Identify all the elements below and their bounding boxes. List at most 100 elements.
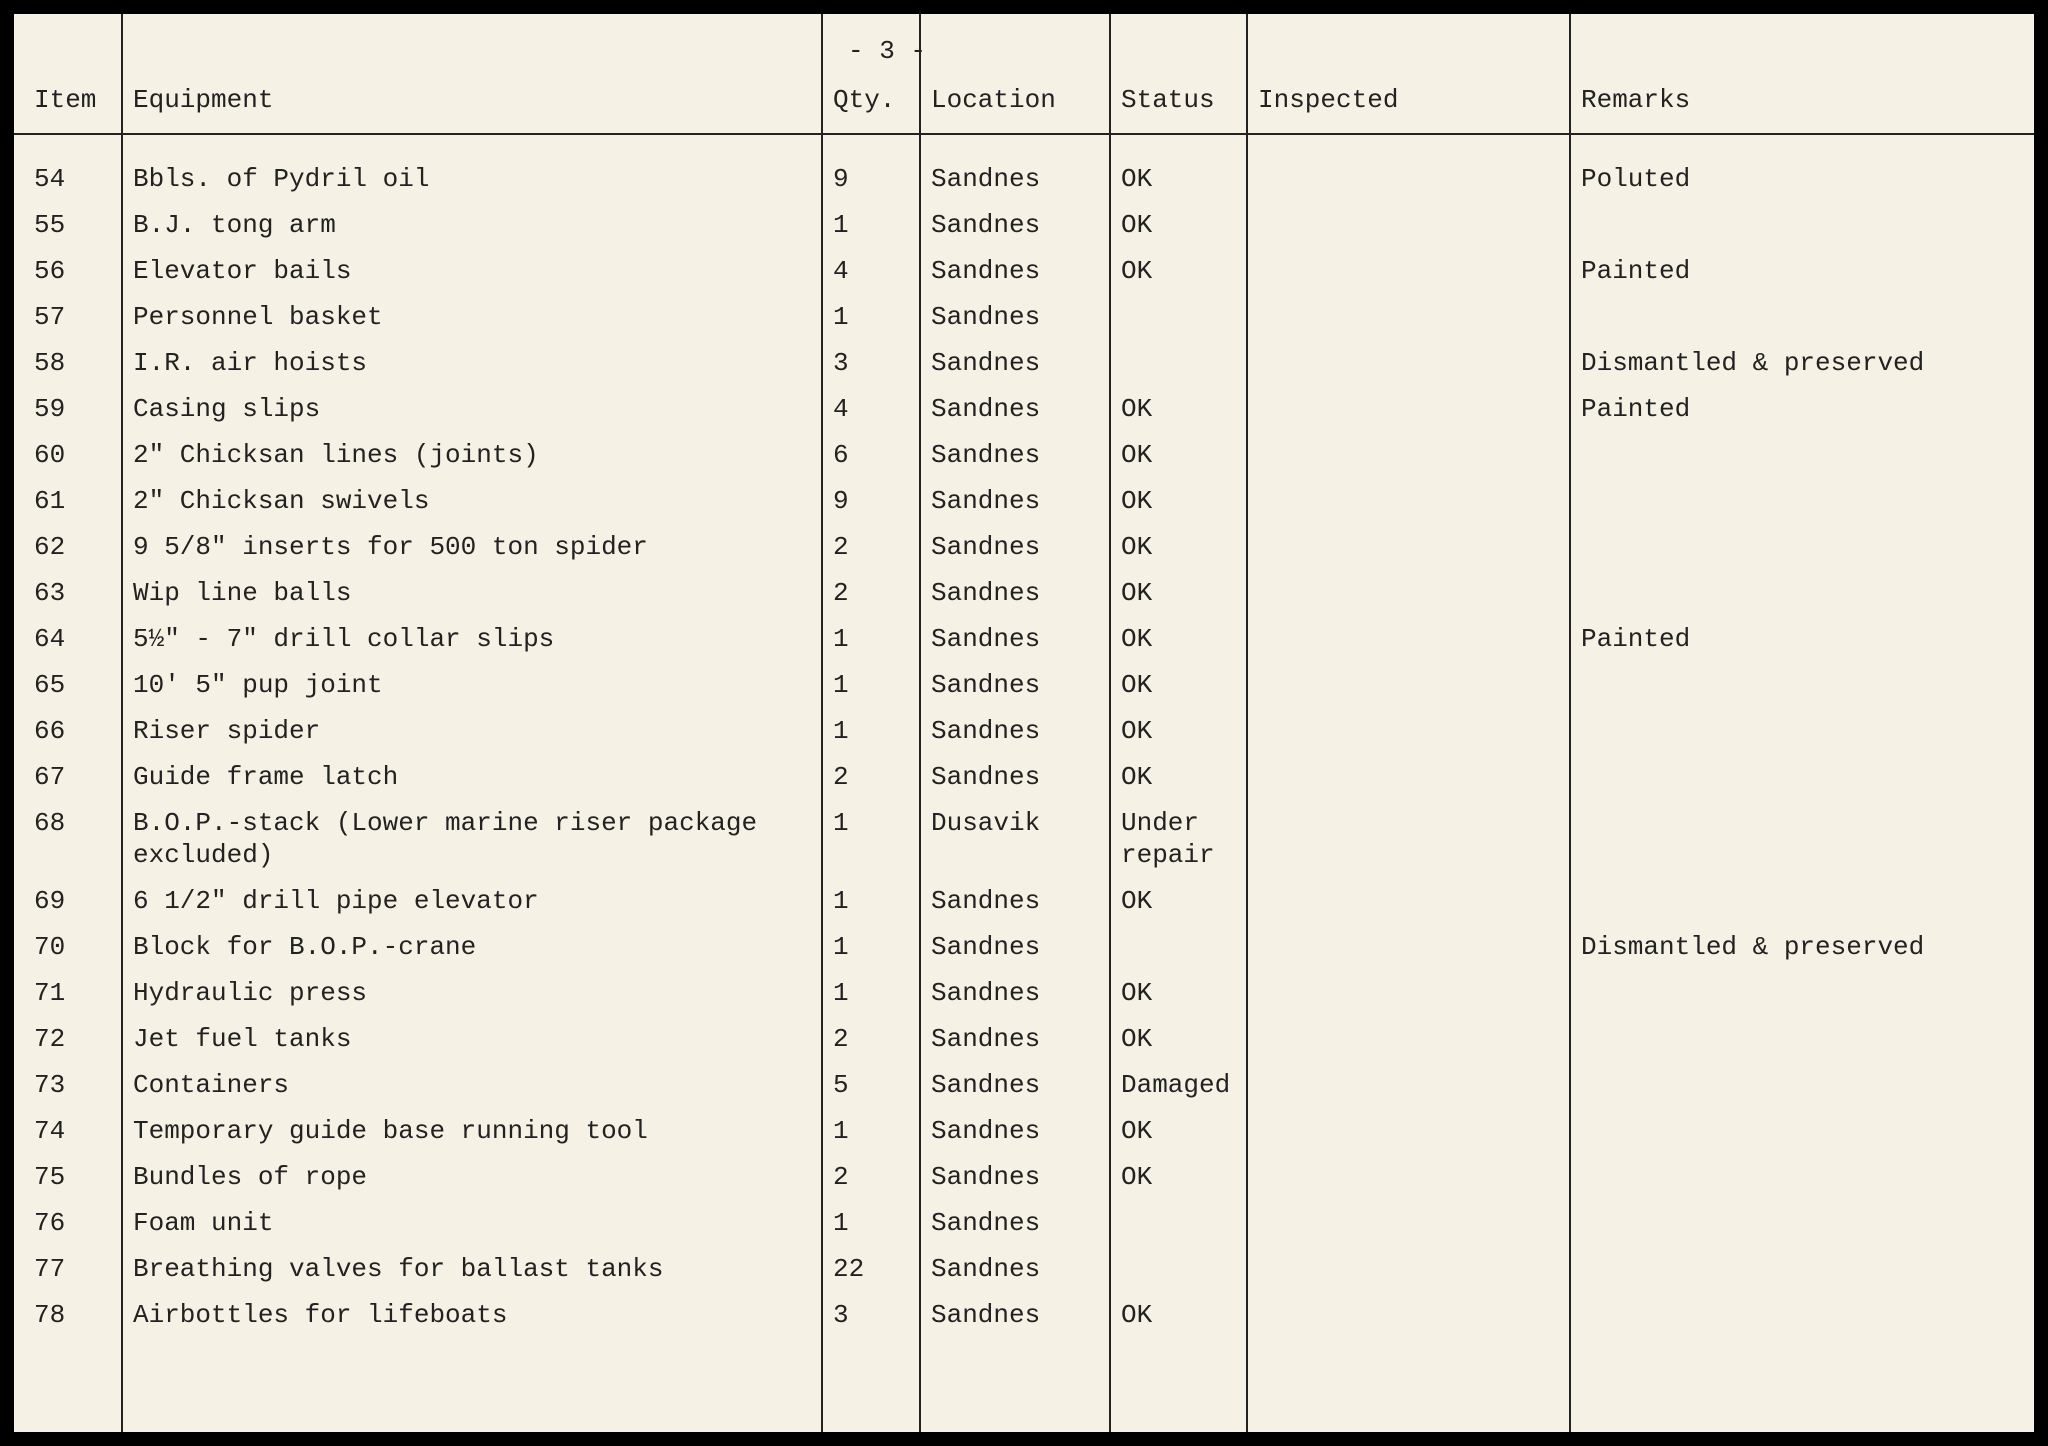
- cell-remarks: Painted: [1569, 386, 2034, 432]
- cell-item: 75: [14, 1154, 121, 1200]
- cell-qty: 1: [821, 970, 919, 1016]
- cell-status: OK: [1109, 878, 1246, 924]
- cell-inspected: [1246, 616, 1569, 662]
- cell-inspected: [1246, 708, 1569, 754]
- cell-item: 57: [14, 294, 121, 340]
- cell-qty: 1: [821, 1200, 919, 1246]
- cell-equipment: Airbottles for lifeboats: [121, 1292, 821, 1338]
- cell-status: OK: [1109, 386, 1246, 432]
- cell-item: 61: [14, 478, 121, 524]
- cell-remarks: [1569, 1108, 2034, 1154]
- cell-qty: 3: [821, 1292, 919, 1338]
- table-header-row: ItemEquipmentQty.LocationStatusInspected…: [14, 14, 2034, 134]
- cell-status: OK: [1109, 1108, 1246, 1154]
- cell-item: 76: [14, 1200, 121, 1246]
- cell-equipment: I.R. air hoists: [121, 340, 821, 386]
- cell-inspected: [1246, 1108, 1569, 1154]
- cell-item: 60: [14, 432, 121, 478]
- col-header-status: Status: [1109, 14, 1246, 134]
- cell-location: Sandnes: [919, 1246, 1109, 1292]
- cell-location: Sandnes: [919, 570, 1109, 616]
- cell-item: 69: [14, 878, 121, 924]
- cell-equipment: B.O.P.-stack (Lower marine riser package…: [121, 800, 821, 878]
- cell-remarks: Dismantled & preserved: [1569, 924, 2034, 970]
- cell-location: Sandnes: [919, 1154, 1109, 1200]
- cell-remarks: [1569, 1154, 2034, 1200]
- cell-inspected: [1246, 970, 1569, 1016]
- col-header-remarks: Remarks: [1569, 14, 2034, 134]
- col-header-equipment: Equipment: [121, 14, 821, 134]
- cell-qty: 1: [821, 924, 919, 970]
- cell-inspected: [1246, 156, 1569, 202]
- cell-remarks: [1569, 202, 2034, 248]
- cell-inspected: [1246, 386, 1569, 432]
- cell-qty: 1: [821, 616, 919, 662]
- cell-item: 55: [14, 202, 121, 248]
- cell-status: OK: [1109, 616, 1246, 662]
- cell-remarks: [1569, 970, 2034, 1016]
- cell-inspected: [1246, 340, 1569, 386]
- cell-status: OK: [1109, 970, 1246, 1016]
- cell-item: 62: [14, 524, 121, 570]
- cell-inspected: [1246, 1016, 1569, 1062]
- table-row: 56Elevator bails4SandnesOKPainted: [14, 248, 2034, 294]
- cell-location: Sandnes: [919, 970, 1109, 1016]
- table-row: 71Hydraulic press1SandnesOK: [14, 970, 2034, 1016]
- table-row: 59Casing slips4SandnesOKPainted: [14, 386, 2034, 432]
- cell-status: OK: [1109, 202, 1246, 248]
- cell-item: 54: [14, 156, 121, 202]
- cell-location: Sandnes: [919, 478, 1109, 524]
- cell-qty: 5: [821, 1062, 919, 1108]
- cell-equipment: Personnel basket: [121, 294, 821, 340]
- cell-status: OK: [1109, 1292, 1246, 1338]
- cell-remarks: [1569, 570, 2034, 616]
- cell-location: Sandnes: [919, 156, 1109, 202]
- cell-qty: 2: [821, 570, 919, 616]
- cell-remarks: Painted: [1569, 248, 2034, 294]
- cell-inspected: [1246, 800, 1569, 878]
- document-page: - 3 - ItemEquipmentQty.LocationStatusIns…: [14, 14, 2034, 1432]
- cell-inspected: [1246, 1292, 1569, 1338]
- cell-equipment: Jet fuel tanks: [121, 1016, 821, 1062]
- cell-qty: 2: [821, 1016, 919, 1062]
- col-header-location: Location: [919, 14, 1109, 134]
- table-row: 75Bundles of rope2SandnesOK: [14, 1154, 2034, 1200]
- cell-remarks: [1569, 708, 2034, 754]
- cell-status: [1109, 1246, 1246, 1292]
- cell-location: Sandnes: [919, 386, 1109, 432]
- cell-qty: 1: [821, 294, 919, 340]
- col-header-item: Item: [14, 14, 121, 134]
- cell-equipment: 2" Chicksan lines (joints): [121, 432, 821, 478]
- cell-location: Sandnes: [919, 878, 1109, 924]
- cell-status: [1109, 924, 1246, 970]
- cell-status: OK: [1109, 1154, 1246, 1200]
- cell-inspected: [1246, 878, 1569, 924]
- cell-equipment: Casing slips: [121, 386, 821, 432]
- cell-equipment: Riser spider: [121, 708, 821, 754]
- cell-qty: 9: [821, 156, 919, 202]
- cell-status: [1109, 340, 1246, 386]
- cell-location: Sandnes: [919, 616, 1109, 662]
- table-row: 58I.R. air hoists3SandnesDismantled & pr…: [14, 340, 2034, 386]
- table-row: 645½" - 7" drill collar slips1SandnesOKP…: [14, 616, 2034, 662]
- cell-inspected: [1246, 754, 1569, 800]
- table-row: 55B.J. tong arm1SandnesOK: [14, 202, 2034, 248]
- cell-item: 63: [14, 570, 121, 616]
- cell-inspected: [1246, 524, 1569, 570]
- cell-remarks: [1569, 1200, 2034, 1246]
- cell-equipment: 9 5/8" inserts for 500 ton spider: [121, 524, 821, 570]
- cell-location: Sandnes: [919, 294, 1109, 340]
- cell-status: [1109, 1200, 1246, 1246]
- cell-remarks: [1569, 800, 2034, 878]
- cell-location: Sandnes: [919, 1016, 1109, 1062]
- table-row: 70Block for B.O.P.-crane1SandnesDismantl…: [14, 924, 2034, 970]
- cell-item: 65: [14, 662, 121, 708]
- table-row: 78Airbottles for lifeboats3SandnesOK: [14, 1292, 2034, 1338]
- cell-qty: 22: [821, 1246, 919, 1292]
- cell-item: 72: [14, 1016, 121, 1062]
- cell-inspected: [1246, 662, 1569, 708]
- cell-status: OK: [1109, 432, 1246, 478]
- cell-location: Sandnes: [919, 202, 1109, 248]
- cell-inspected: [1246, 1200, 1569, 1246]
- cell-location: Sandnes: [919, 248, 1109, 294]
